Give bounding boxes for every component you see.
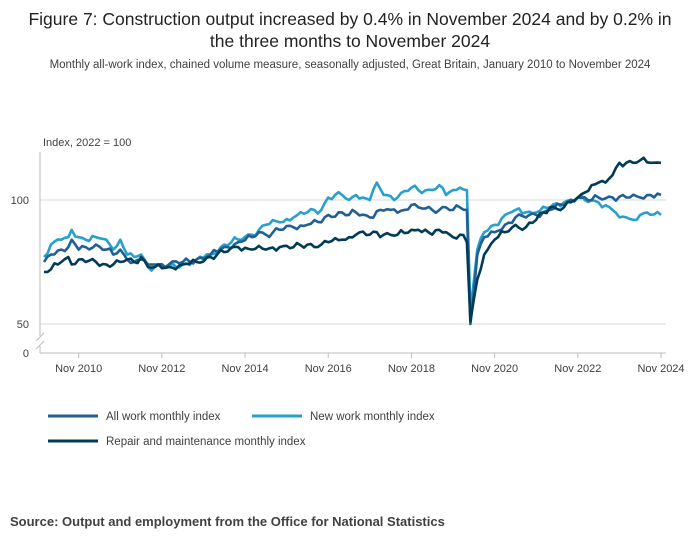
chart-subtitle: Monthly all-work index, chained volume m… <box>49 59 651 71</box>
legend-label-all-work: All work monthly index <box>106 411 221 423</box>
legend-label-new-work: New work monthly index <box>310 411 435 423</box>
x-tick-label: Nov 2020 <box>471 363 518 375</box>
y-axis-label: Index, 2022 = 100 <box>43 137 131 149</box>
series-layer <box>42 156 662 326</box>
y-tick-label: 0 <box>23 348 29 360</box>
x-tick-label: Nov 2018 <box>388 363 435 375</box>
grid-layer <box>40 199 666 325</box>
y-tick-label: 100 <box>11 195 29 207</box>
legend: All work monthly index New work monthly … <box>48 411 435 448</box>
axis-break-mark <box>35 340 45 350</box>
x-tick-label: Nov 2016 <box>305 363 352 375</box>
chart-title: Figure 7: Construction output increased … <box>28 9 672 51</box>
x-tick-label: Nov 2012 <box>138 363 185 375</box>
x-tick-label: Nov 2014 <box>221 363 268 375</box>
x-tick-label: Nov 2022 <box>554 363 601 375</box>
source-note: Source: Output and employment from the O… <box>10 514 445 529</box>
series-line-repair <box>43 156 662 323</box>
y-tick-label: 50 <box>17 319 29 331</box>
x-tick-label: Nov 2010 <box>55 363 102 375</box>
x-tick-label: Nov 2024 <box>637 363 684 375</box>
axis-break-mark <box>35 332 45 342</box>
series-line-all-work <box>42 192 662 326</box>
legend-label-repair: Repair and maintenance monthly index <box>106 436 306 448</box>
axis-layer: 0 50 100 Nov 2010 Nov 2012 Nov 2014 Nov 2016 No… <box>11 152 685 375</box>
